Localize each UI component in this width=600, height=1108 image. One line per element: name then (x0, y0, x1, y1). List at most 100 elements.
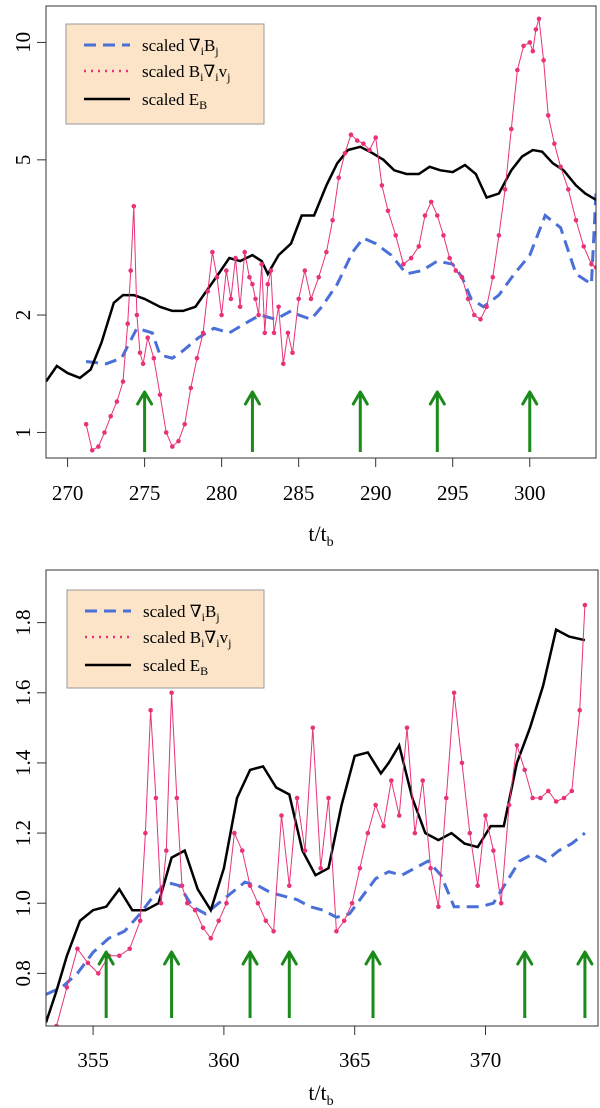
series-b-grad-v-point (453, 268, 459, 273)
event-arrow (163, 950, 181, 1018)
series-b-grad-v-point (514, 743, 520, 748)
series-b-grad-v-point (396, 813, 402, 818)
legend-label-b-grad-v: scaled Bi∇ivj (143, 628, 231, 650)
series-b-grad-v-point (140, 361, 146, 367)
series-b-grad-v-point (179, 883, 185, 888)
series-b-grad-v-point (83, 421, 89, 427)
series-b-grad-v-point (200, 925, 206, 931)
series-b-grad-v-line (85, 18, 596, 452)
series-b-grad-v-point (379, 183, 385, 188)
series-b-grad-v-point (64, 985, 70, 990)
series-b-grad-v-point (85, 960, 91, 966)
series-b-grad-v-point (530, 795, 535, 801)
series-b-grad-v-point (478, 317, 483, 322)
series-b-grad-v-point (373, 135, 379, 140)
series-b-grad-v-point (389, 778, 394, 783)
series-b-grad-v-point (509, 126, 514, 132)
series-b-grad-v-point (75, 946, 80, 952)
x-tick-label: 275 (129, 481, 161, 505)
series-b-grad-v-point (247, 883, 253, 888)
legend-label-eb: scaled EB (143, 656, 208, 678)
series-b-grad-v-point (422, 213, 428, 218)
series-b-grad-v-point (536, 16, 542, 22)
series-b-grad-v-point (158, 900, 164, 906)
x-tick-label: 270 (52, 481, 84, 505)
event-arrow (576, 950, 594, 1018)
x-tick-label: 285 (283, 481, 315, 505)
series-b-grad-v-point (263, 918, 269, 924)
series-b-grad-v-point (125, 321, 130, 327)
series-b-grad-v-point (451, 690, 457, 696)
series-b-grad-v-point (441, 233, 446, 238)
series-b-grad-v-point (569, 788, 575, 794)
series-b-grad-v-point (502, 187, 508, 192)
series-b-grad-v-point (219, 312, 224, 318)
series-b-grad-v-point (498, 900, 504, 906)
series-eb-line (46, 145, 596, 383)
series-b-grad-v-point (255, 900, 261, 906)
y-tick-label: 1.0 (11, 890, 35, 916)
series-b-grad-v-point (170, 444, 175, 449)
series-grad-b-line (85, 193, 596, 366)
series-b-grad-v-point (137, 350, 143, 356)
series-b-grad-v-point (164, 848, 169, 853)
series-b-grad-v-point (285, 330, 291, 336)
series-b-grad-v-point (174, 795, 180, 801)
series-b-grad-v-point (205, 289, 211, 294)
series-b-grad-v-point (545, 113, 551, 118)
series-b-grad-v-point (326, 795, 331, 801)
series-b-grad-v-point (127, 946, 132, 952)
x-tick-label: 365 (339, 1048, 371, 1072)
series-b-grad-v-point (436, 904, 441, 909)
series-b-grad-v-point (444, 795, 449, 801)
series-b-grad-v-point (281, 361, 286, 367)
series-b-grad-v-point (276, 304, 281, 310)
series-b-grad-v-point (341, 918, 347, 924)
y-tick-label: 5 (11, 155, 35, 166)
series-b-grad-v-point (593, 265, 596, 270)
event-arrow (516, 950, 534, 1018)
series-b-grad-v-point (131, 204, 137, 209)
series-b-grad-v-point (310, 725, 316, 731)
series-b-grad-v-point (216, 918, 221, 924)
series-b-grad-v-point (120, 379, 126, 384)
series-b-grad-v-point (428, 199, 434, 205)
series-b-grad-v-point (242, 249, 247, 255)
series-b-grad-v-point (290, 350, 295, 356)
series-b-grad-v-point (228, 296, 234, 302)
series-b-grad-v-point (582, 602, 588, 608)
event-arrow (241, 950, 259, 1018)
series-b-grad-v-point (210, 249, 215, 255)
series-b-grad-v-point (148, 708, 153, 713)
series-b-grad-v-point (192, 907, 198, 913)
series-b-grad-v-point (533, 27, 539, 32)
series-b-grad-v-point (296, 296, 302, 302)
series-b-grad-v-point (287, 883, 292, 888)
series-b-grad-v-point (467, 830, 473, 836)
y-tick-label: 1.2 (11, 820, 35, 846)
series-b-grad-v-point (247, 274, 252, 280)
series-b-grad-v-point (279, 813, 284, 818)
series-b-grad-v-point (354, 138, 360, 143)
series-b-grad-v-point (232, 830, 237, 836)
series-b-grad-v-point (365, 830, 371, 836)
plot-frame (45, 5, 597, 459)
series-b-grad-v-point (239, 848, 245, 853)
series-b-grad-v-point (294, 795, 300, 801)
series-b-grad-v-point (412, 830, 418, 836)
series-b-grad-v-point (176, 438, 181, 444)
series-b-grad-v-point (561, 795, 567, 801)
x-tick-label: 280 (206, 481, 238, 505)
series-b-grad-v-point (253, 296, 258, 302)
series-b-grad-v-point (145, 335, 150, 341)
series-b-grad-v-point (182, 421, 187, 427)
series-b-grad-v-point (416, 244, 422, 249)
series-b-grad-v-point (117, 953, 122, 959)
series-b-grad-v-point (316, 274, 322, 280)
series-b-grad-v-point (349, 900, 355, 906)
event-arrow (364, 950, 382, 1018)
legend-box (65, 23, 265, 125)
series-b-grad-v-point (143, 830, 148, 836)
series-b-grad-v-point (265, 281, 271, 287)
series-b-grad-v-point (589, 261, 594, 267)
